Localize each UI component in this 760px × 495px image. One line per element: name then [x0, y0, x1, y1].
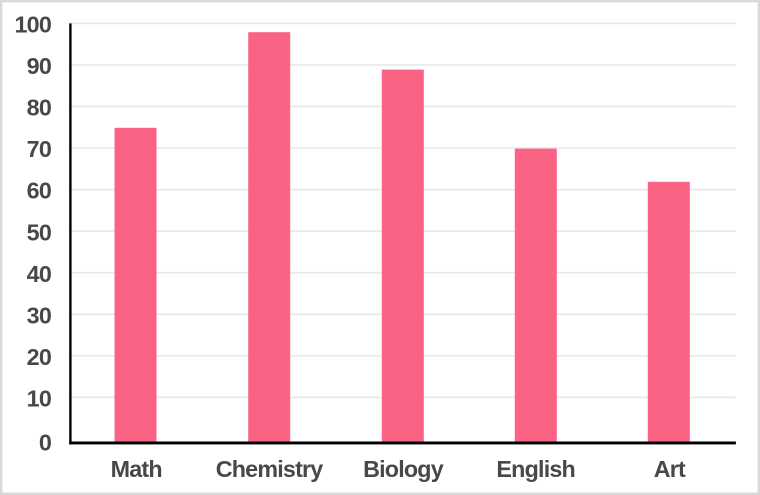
svg-text:Biology: Biology	[363, 456, 444, 482]
svg-text:Chemistry: Chemistry	[216, 456, 324, 482]
svg-text:40: 40	[27, 261, 51, 287]
svg-text:English: English	[496, 456, 575, 482]
svg-text:70: 70	[27, 136, 51, 162]
svg-text:60: 60	[27, 178, 51, 204]
svg-text:10: 10	[27, 385, 51, 411]
svg-text:50: 50	[27, 219, 51, 245]
svg-text:30: 30	[27, 302, 51, 328]
svg-text:Art: Art	[654, 456, 686, 482]
svg-text:Math: Math	[111, 456, 162, 482]
svg-text:0: 0	[39, 430, 51, 456]
svg-text:100: 100	[15, 12, 51, 38]
svg-text:20: 20	[27, 344, 51, 370]
svg-text:90: 90	[27, 53, 51, 79]
svg-text:80: 80	[27, 95, 51, 121]
